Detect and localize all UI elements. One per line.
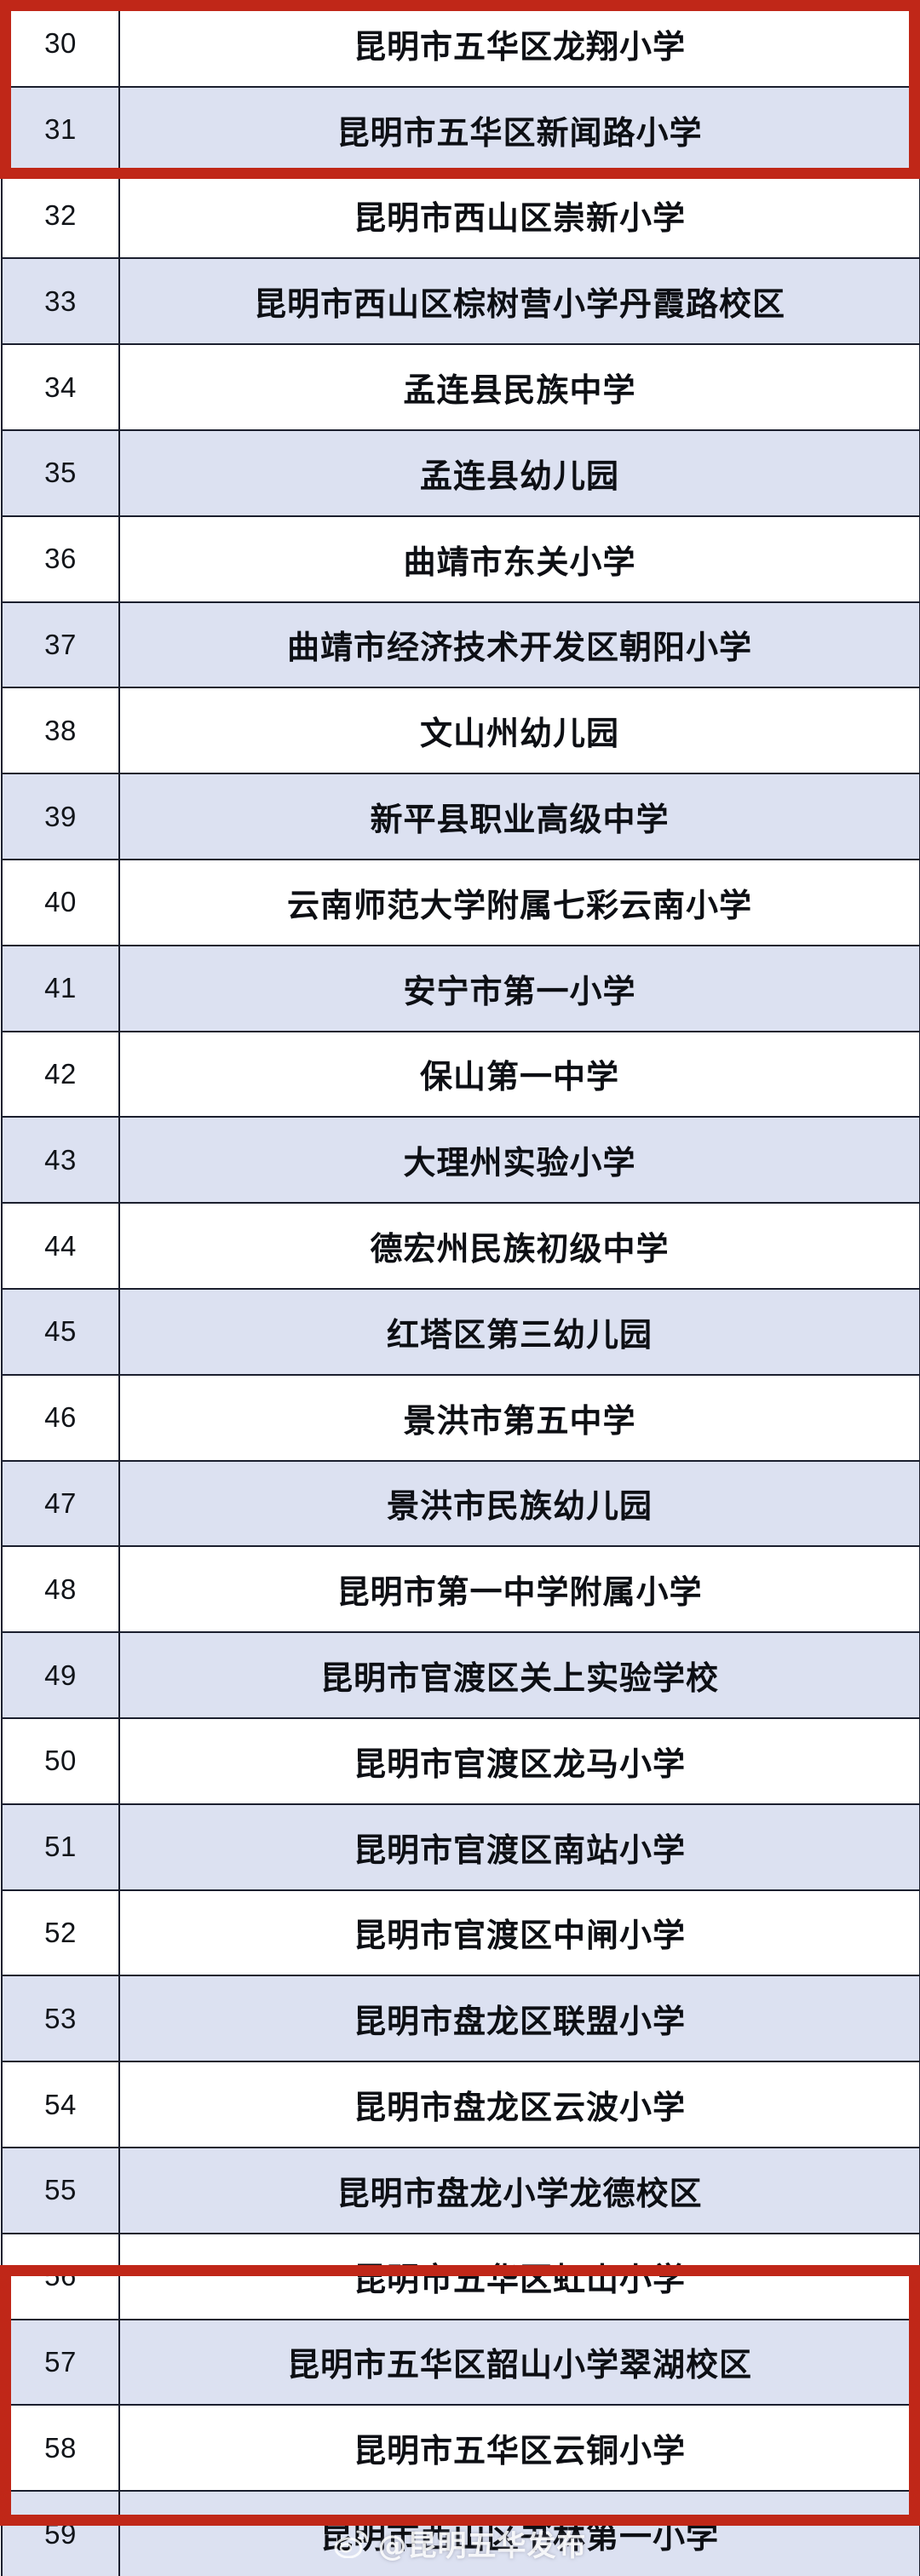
row-index-cell: 59 xyxy=(1,2490,120,2576)
school-name-cell: 昆明市五华区云铜小学 xyxy=(118,2404,920,2493)
table-row: 44 德宏州民族初级中学 xyxy=(1,1202,920,1290)
row-index-cell: 35 xyxy=(1,428,120,517)
row-index-cell: 46 xyxy=(1,1373,120,1462)
school-name-cell: 曲靖市经济技术开发区朝阳小学 xyxy=(118,601,920,689)
school-name-cell: 曲靖市东关小学 xyxy=(118,515,920,603)
row-index-cell: 39 xyxy=(1,773,120,860)
row-index-cell: 30 xyxy=(1,0,120,88)
table-row: 45 红塔区第三幼儿园 xyxy=(1,1287,920,1376)
row-index-cell: 44 xyxy=(1,1202,120,1290)
row-index-cell: 53 xyxy=(1,1975,120,2063)
school-name-cell: 昆明市西山区棕树营小学丹霞路校区 xyxy=(118,257,920,346)
table-row: 57 昆明市五华区韶山小学翠湖校区 xyxy=(1,2318,920,2406)
school-name-cell: 昆明市五华区新闻路小学 xyxy=(118,85,920,174)
school-name-cell: 孟连县民族中学 xyxy=(118,343,920,431)
row-index-cell: 42 xyxy=(1,1030,120,1118)
school-name-cell: 昆明市官渡区南站小学 xyxy=(118,1803,920,1891)
table-row: 46 景洪市第五中学 xyxy=(1,1373,920,1462)
row-index-cell: 57 xyxy=(1,2318,120,2406)
table-row: 33 昆明市西山区棕树营小学丹霞路校区 xyxy=(1,257,920,346)
table-row: 41 安宁市第一小学 xyxy=(1,944,920,1032)
school-name-cell: 红塔区第三幼儿园 xyxy=(118,1287,920,1376)
table-row: 38 文山州幼儿园 xyxy=(1,687,920,775)
school-name-cell: 昆明市五华区虹山小学 xyxy=(118,2232,920,2320)
school-name-cell: 昆明市官渡区关上实验学校 xyxy=(118,1631,920,1719)
table-row: 51 昆明市官渡区南站小学 xyxy=(1,1803,920,1891)
row-index-cell: 38 xyxy=(1,687,120,775)
school-name-cell: 昆明市五华区韶山小学翠湖校区 xyxy=(118,2318,920,2406)
row-index-cell: 47 xyxy=(1,1459,120,1548)
school-name-cell: 昆明市盘龙区云波小学 xyxy=(118,2061,920,2148)
row-index-cell: 34 xyxy=(1,343,120,431)
row-index-cell: 48 xyxy=(1,1545,120,1634)
row-index-cell: 45 xyxy=(1,1287,120,1376)
row-index-cell: 50 xyxy=(1,1716,120,1805)
row-index-cell: 54 xyxy=(1,2061,120,2148)
table-row: 53 昆明市盘龙区联盟小学 xyxy=(1,1975,920,2063)
row-index-cell: 33 xyxy=(1,257,120,346)
table-row: 50 昆明市官渡区龙马小学 xyxy=(1,1716,920,1805)
school-name-cell: 安宁市第一小学 xyxy=(118,944,920,1032)
school-name-cell: 昆明市五华区龙翔小学 xyxy=(118,0,920,88)
table-row: 48 昆明市第一中学附属小学 xyxy=(1,1545,920,1634)
table-row: 40 云南师范大学附属七彩云南小学 xyxy=(1,858,920,946)
table-row: 54 昆明市盘龙区云波小学 xyxy=(1,2061,920,2148)
row-index-cell: 49 xyxy=(1,1631,120,1719)
table-row: 42 保山第一中学 xyxy=(1,1030,920,1118)
school-name-cell: 德宏州民族初级中学 xyxy=(118,1202,920,1290)
school-name-cell: 昆明市西山区崇新小学 xyxy=(118,171,920,260)
table-row: 59 昆明市西山区书林第一小学 xyxy=(1,2490,920,2576)
school-name-cell: 大理州实验小学 xyxy=(118,1116,920,1205)
table-row: 34 孟连县民族中学 xyxy=(1,343,920,431)
row-index-cell: 58 xyxy=(1,2404,120,2493)
table-row: 56 昆明市五华区虹山小学 xyxy=(1,2232,920,2320)
row-index-cell: 41 xyxy=(1,944,120,1032)
school-name-cell: 景洪市民族幼儿园 xyxy=(118,1459,920,1548)
school-name-cell: 孟连县幼儿园 xyxy=(118,428,920,517)
table-row: 58 昆明市五华区云铜小学 xyxy=(1,2404,920,2493)
row-index-cell: 31 xyxy=(1,85,120,174)
school-name-cell: 昆明市西山区书林第一小学 xyxy=(118,2490,920,2576)
row-index-cell: 43 xyxy=(1,1116,120,1205)
table-row: 49 昆明市官渡区关上实验学校 xyxy=(1,1631,920,1719)
school-name-cell: 昆明市官渡区龙马小学 xyxy=(118,1716,920,1805)
school-name-cell: 云南师范大学附属七彩云南小学 xyxy=(118,858,920,946)
table-row: 32 昆明市西山区崇新小学 xyxy=(1,171,920,260)
row-index-cell: 55 xyxy=(1,2146,120,2234)
school-name-cell: 昆明市官渡区中闸小学 xyxy=(118,1889,920,1977)
table-row: 43 大理州实验小学 xyxy=(1,1116,920,1205)
row-index-cell: 51 xyxy=(1,1803,120,1891)
table-row: 35 孟连县幼儿园 xyxy=(1,428,920,517)
row-index-cell: 52 xyxy=(1,1889,120,1977)
school-name-cell: 昆明市第一中学附属小学 xyxy=(118,1545,920,1634)
table-row: 47 景洪市民族幼儿园 xyxy=(1,1459,920,1548)
table-row: 31 昆明市五华区新闻路小学 xyxy=(1,85,920,174)
table-row: 55 昆明市盘龙小学龙德校区 xyxy=(1,2146,920,2234)
table-row: 36 曲靖市东关小学 xyxy=(1,515,920,603)
school-name-cell: 昆明市盘龙小学龙德校区 xyxy=(118,2146,920,2234)
row-index-cell: 37 xyxy=(1,601,120,689)
table-row: 52 昆明市官渡区中闸小学 xyxy=(1,1889,920,1977)
school-name-cell: 景洪市第五中学 xyxy=(118,1373,920,1462)
row-index-cell: 40 xyxy=(1,858,120,946)
table-row: 37 曲靖市经济技术开发区朝阳小学 xyxy=(1,601,920,689)
school-name-cell: 新平县职业高级中学 xyxy=(118,773,920,860)
row-index-cell: 32 xyxy=(1,171,120,260)
school-name-cell: 保山第一中学 xyxy=(118,1030,920,1118)
row-index-cell: 36 xyxy=(1,515,120,603)
school-name-cell: 昆明市盘龙区联盟小学 xyxy=(118,1975,920,2063)
table-row: 30 昆明市五华区龙翔小学 xyxy=(1,0,920,88)
school-name-cell: 文山州幼儿园 xyxy=(118,687,920,775)
table-row: 39 新平县职业高级中学 xyxy=(1,773,920,860)
row-index-cell: 56 xyxy=(1,2232,120,2320)
